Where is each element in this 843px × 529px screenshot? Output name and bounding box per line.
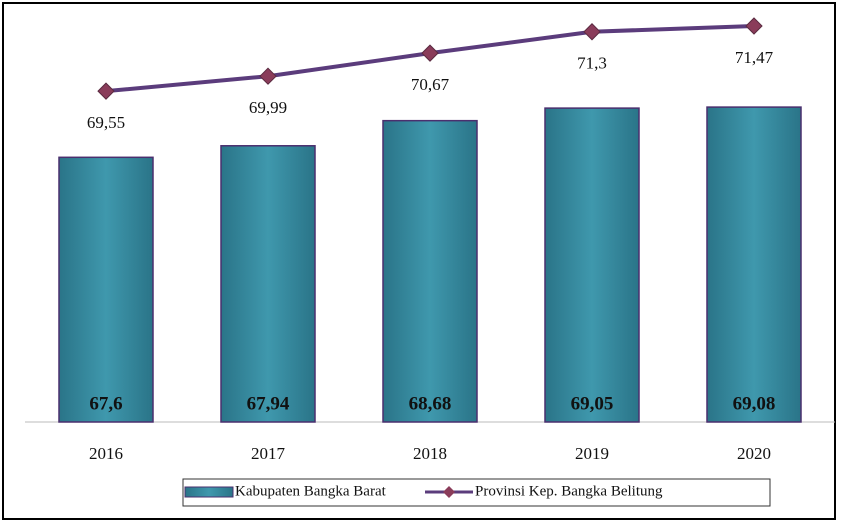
x-tick-label: 2016 [89,444,123,463]
x-tick-label: 2018 [413,444,447,463]
legend-marker [443,486,455,498]
bar [382,119,478,423]
line-marker [97,82,115,100]
bar-value-label: 67,6 [89,393,122,414]
bar [58,156,154,423]
bar-value-label: 68,68 [409,393,452,414]
bar-value-label: 69,05 [571,393,614,414]
legend-label: Kabupaten Bangka Barat [235,483,387,499]
bar [544,107,640,423]
line-value-label: 69,55 [87,113,125,132]
bar-value-label: 67,94 [247,393,290,414]
line-value-label: 71,47 [735,48,774,67]
line-value-label: 70,67 [411,75,450,94]
legend-label: Provinsi Kep. Bangka Belitung [475,483,663,499]
line-marker [583,23,601,41]
bar [220,145,316,423]
bar [706,106,802,423]
line-value-label: 71,3 [577,54,607,73]
bar-value-label: 69,08 [733,393,776,414]
line-marker [745,17,763,35]
line-marker [421,44,439,62]
line-marker [259,67,277,85]
x-tick-label: 2019 [575,444,609,463]
legend-swatch [184,486,234,498]
x-tick-label: 2017 [251,444,286,463]
legend-box [182,478,771,507]
x-tick-label: 2020 [737,444,771,463]
line-value-label: 69,99 [249,98,287,117]
